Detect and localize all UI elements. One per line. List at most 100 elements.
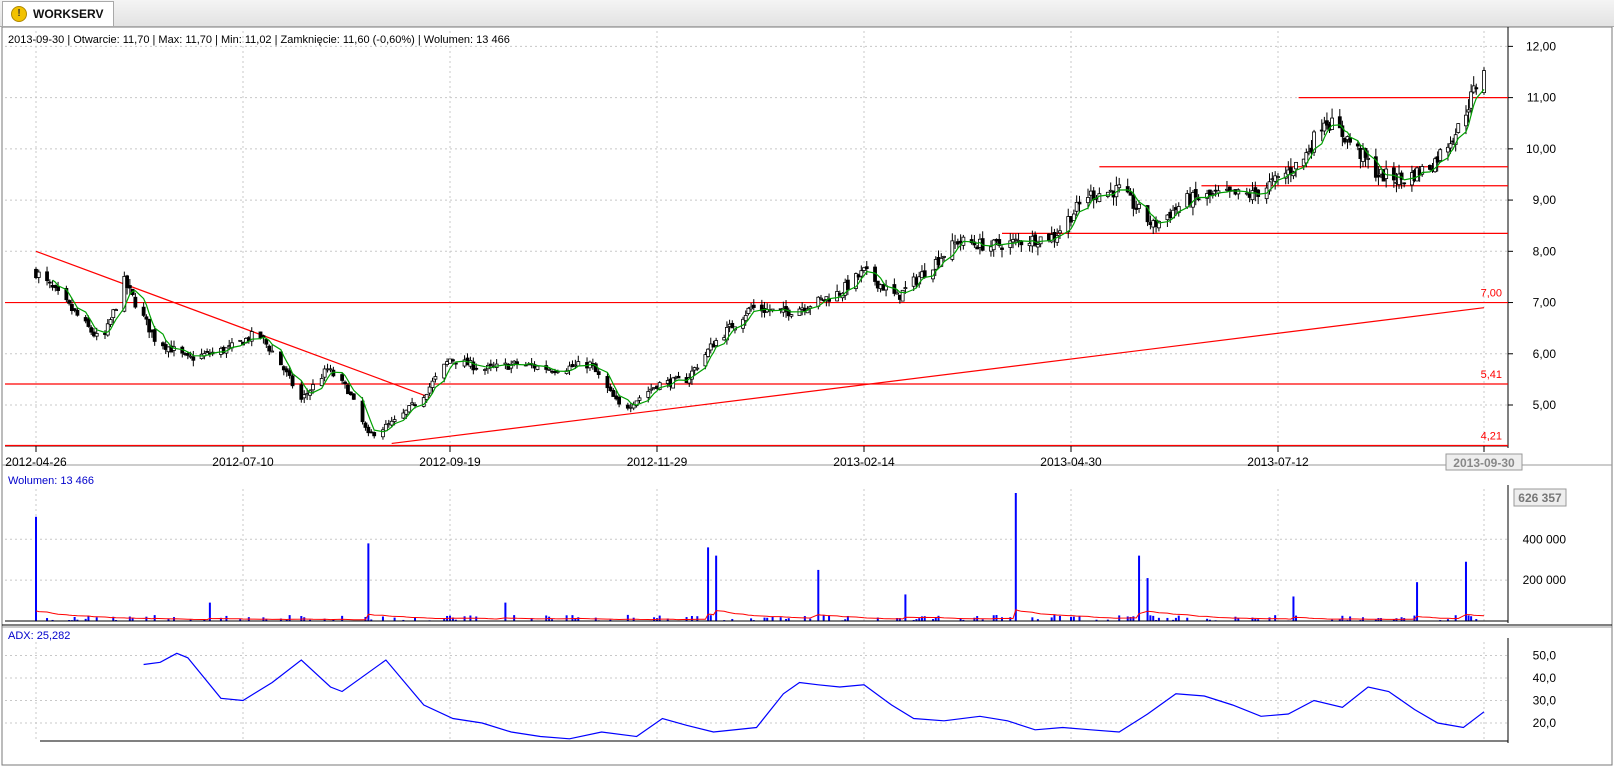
ohlc-info-line: 2013-09-30 | Otwarcie: 11,70 | Max: 11,7… bbox=[8, 34, 510, 46]
candle-body bbox=[969, 239, 974, 244]
candle-body bbox=[1074, 201, 1079, 212]
candle-body bbox=[1348, 137, 1352, 143]
price-tick-label: 10,00 bbox=[1526, 142, 1556, 156]
price-tick-label: 6,00 bbox=[1533, 347, 1557, 361]
candle-body bbox=[69, 304, 74, 312]
cursor-date-box bbox=[1445, 453, 1523, 471]
candle-body bbox=[105, 323, 110, 336]
candle-body bbox=[381, 429, 385, 438]
candle-body bbox=[433, 376, 438, 380]
candle-body bbox=[789, 314, 794, 317]
x-tick-label: 2012-07-10 bbox=[212, 455, 274, 469]
candle-body bbox=[45, 271, 49, 282]
candle-body bbox=[67, 300, 72, 304]
price-tick-label: 11,00 bbox=[1527, 91, 1556, 105]
candle-body bbox=[372, 432, 377, 437]
candle-body bbox=[690, 370, 694, 380]
candle-body bbox=[311, 384, 315, 391]
candle-body bbox=[270, 350, 275, 353]
candle-body bbox=[407, 405, 412, 413]
candle-body bbox=[111, 309, 116, 319]
candle-body bbox=[975, 246, 980, 250]
candle-body bbox=[649, 388, 654, 391]
candle-body bbox=[1448, 143, 1453, 149]
candle-body bbox=[1267, 181, 1272, 192]
adx-tick-label: 40,0 bbox=[1533, 671, 1557, 685]
candle-body bbox=[238, 339, 243, 342]
candle-body bbox=[786, 309, 791, 317]
candle-body bbox=[903, 287, 908, 290]
volume-tick-label: 400 000 bbox=[1523, 532, 1567, 546]
candle-body bbox=[900, 289, 905, 302]
candle-body bbox=[730, 322, 735, 329]
candle-body bbox=[509, 363, 514, 369]
chart-frame bbox=[1, 27, 1613, 766]
candle-body bbox=[1428, 164, 1432, 170]
candle-body bbox=[1038, 236, 1043, 245]
adx-tick-label: 20,0 bbox=[1533, 716, 1557, 730]
x-tick-label: 2013-07-12 bbox=[1247, 455, 1309, 469]
candle-body bbox=[125, 275, 129, 289]
candle-body bbox=[75, 309, 80, 316]
trend-line bbox=[391, 307, 1485, 445]
candle-body bbox=[267, 345, 272, 352]
candle-body bbox=[410, 402, 414, 405]
candle-body bbox=[94, 333, 99, 337]
candle-body bbox=[287, 370, 292, 376]
price-tick-label: 8,00 bbox=[1533, 244, 1557, 258]
candle-body bbox=[1469, 91, 1474, 109]
x-tick-label: 2013-04-30 bbox=[1040, 455, 1102, 469]
candle-body bbox=[64, 287, 69, 300]
candle-body bbox=[319, 378, 324, 387]
chart-area[interactable]: 7,00 5,41 4,21 12,00 11,00 10,00 9,00 8,00 7,00… bbox=[0, 27, 1614, 766]
candle-body bbox=[1322, 122, 1327, 132]
warning-icon: ! bbox=[11, 6, 27, 22]
candle-body bbox=[389, 420, 394, 426]
candle-body bbox=[547, 368, 552, 371]
volume-max-box bbox=[1513, 488, 1567, 507]
candle-body bbox=[1210, 193, 1215, 196]
price-tick-label: 12,00 bbox=[1526, 39, 1556, 53]
candle-body bbox=[483, 369, 487, 371]
candle-body bbox=[108, 319, 113, 325]
horizontal-line-label: 7,00 bbox=[1481, 288, 1502, 300]
candle-body bbox=[205, 351, 210, 353]
candle-body bbox=[942, 256, 946, 258]
candle-body bbox=[424, 393, 429, 400]
volume-tick-label: 200 000 bbox=[1523, 573, 1567, 587]
adx-tick-label: 30,0 bbox=[1533, 694, 1557, 708]
candle-body bbox=[488, 363, 493, 366]
candle-body bbox=[127, 285, 132, 289]
candle-body bbox=[152, 329, 157, 342]
candle-body bbox=[749, 306, 753, 310]
candle-body bbox=[1193, 189, 1198, 198]
candle-body bbox=[1355, 143, 1360, 147]
candle-body bbox=[1244, 192, 1249, 195]
candle-body bbox=[474, 367, 479, 370]
candle-body bbox=[401, 412, 406, 419]
tab-workserv[interactable]: ! WORKSERV bbox=[2, 1, 115, 26]
candle-body bbox=[1402, 182, 1407, 185]
candle-body bbox=[114, 309, 118, 312]
candle-body bbox=[1373, 156, 1378, 178]
candle-body bbox=[845, 279, 850, 291]
candle-body bbox=[1086, 197, 1090, 204]
candle-body bbox=[249, 331, 254, 342]
trend-line bbox=[35, 250, 430, 398]
candle-body bbox=[47, 281, 52, 284]
candle-body bbox=[1011, 239, 1015, 243]
candle-body bbox=[1035, 244, 1040, 248]
candle-body bbox=[862, 267, 866, 271]
candle-body bbox=[835, 291, 840, 302]
tab-bar: ! WORKSERV bbox=[0, 0, 1614, 27]
tab-label: WORKSERV bbox=[33, 7, 104, 21]
candle-body bbox=[366, 426, 371, 434]
candle-body bbox=[1128, 192, 1133, 196]
candle-body bbox=[1366, 157, 1371, 160]
candle-body bbox=[950, 240, 955, 260]
candle-body bbox=[279, 351, 283, 366]
candle-body bbox=[703, 354, 708, 367]
candle-body bbox=[299, 384, 304, 400]
candle-body bbox=[1446, 146, 1450, 153]
candle-body bbox=[191, 356, 196, 361]
